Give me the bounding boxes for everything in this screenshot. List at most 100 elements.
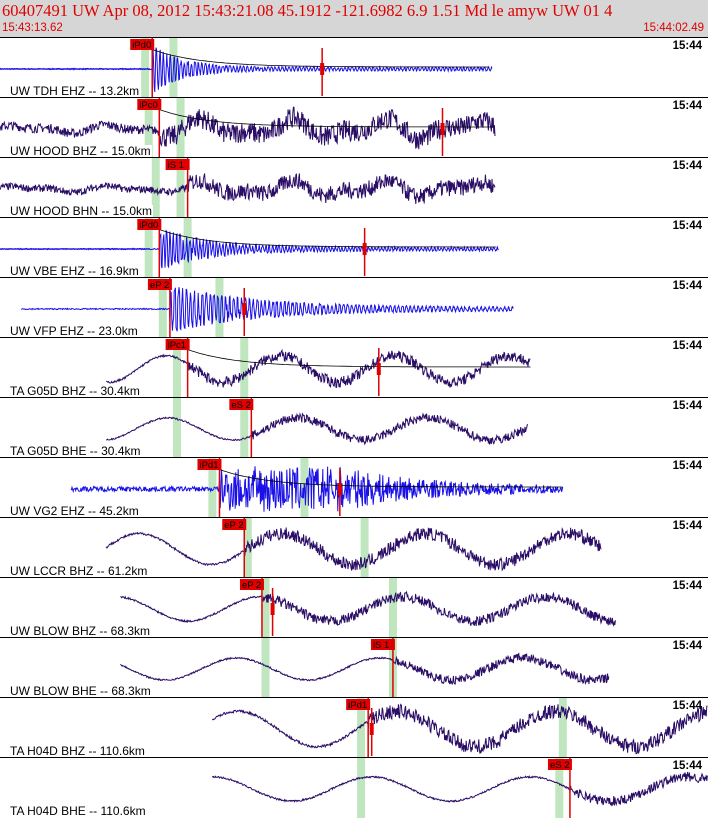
station-label: UW TDH EHZ -- 13.2km xyxy=(9,84,141,98)
pick-label: iPd0 xyxy=(132,40,151,51)
pick-label: iS 1 xyxy=(373,640,389,651)
trace-panel[interactable]: iPd0 15:44 UW TDH EHZ -- 13.2km xyxy=(0,37,708,98)
pick-window-band xyxy=(240,398,249,458)
amplitude-marker xyxy=(242,303,247,315)
pick-label: eP 2 xyxy=(150,280,169,291)
panel-time-label: 15:44 xyxy=(672,700,702,712)
waveform-plot: eS 2 xyxy=(211,758,708,818)
trace-panel[interactable]: iPd1 15:44 UW VG2 EHZ -- 45.2km xyxy=(0,457,708,518)
panel-time-label: 15:44 xyxy=(672,580,702,592)
amplitude-curve xyxy=(139,100,494,128)
trace-panel[interactable]: iS 1 15:44 UW HOOD BHN -- 15.0km xyxy=(0,157,708,218)
trace-panel[interactable]: iS 1 15:44 UW BLOW BHE -- 68.3km xyxy=(0,637,708,698)
station-label: TA G05D BHE -- 30.4km xyxy=(9,444,142,458)
station-label: UW BLOW BHE -- 68.3km xyxy=(9,684,152,698)
pick-label-box xyxy=(370,639,395,650)
pick-window-band xyxy=(558,698,567,758)
trace-panel[interactable]: eS 2 15:44 TA H04D BHE -- 110.6km xyxy=(0,757,708,818)
pick-label: iPd0 xyxy=(139,220,158,231)
waveform-trace xyxy=(0,106,496,150)
waveform-trace xyxy=(120,590,616,627)
panel-time-label: 15:44 xyxy=(672,100,702,112)
amplitude-curve xyxy=(139,220,497,248)
pick-label: eP 2 xyxy=(224,520,243,531)
pick-window-band xyxy=(173,398,181,458)
pick-label-box xyxy=(137,99,162,110)
panel-time-label: 15:44 xyxy=(672,640,702,652)
pick-label-box xyxy=(137,219,162,230)
amplitude-marker xyxy=(362,243,367,255)
station-label: UW LCCR BHZ -- 61.2km xyxy=(9,564,149,578)
waveform-plot: iS 1 xyxy=(120,638,610,698)
trace-panel[interactable]: eP 2 15:44 UW VFP EHZ -- 23.0km xyxy=(0,277,708,338)
trace-panel[interactable]: eP 2 15:44 UW LCCR BHZ -- 61.2km xyxy=(0,517,708,578)
station-label: UW VBE EHZ -- 16.9km xyxy=(9,264,140,278)
waveform-plot: eP 2 xyxy=(20,278,514,338)
amplitude-curve xyxy=(199,460,563,488)
panel-time-label: 15:44 xyxy=(672,460,702,472)
amplitude-marker xyxy=(369,723,374,735)
station-label: UW HOOD BHZ -- 15.0km xyxy=(9,144,152,158)
amplitude-marker xyxy=(440,123,445,135)
waveform-trace xyxy=(0,47,493,93)
pick-label-box xyxy=(165,159,190,170)
amplitude-curve xyxy=(167,340,531,368)
pick-label: iPc0 xyxy=(139,100,157,111)
pick-label: eS 2 xyxy=(550,760,570,771)
waveform-trace xyxy=(120,652,610,686)
amplitude-curve xyxy=(132,40,490,68)
station-label: UW VFP EHZ -- 23.0km xyxy=(9,324,139,338)
waveform-trace xyxy=(211,771,708,807)
waveform-plot: iPd1 xyxy=(211,698,708,758)
station-label: UW VG2 EHZ -- 45.2km xyxy=(9,504,140,518)
panel-time-label: 15:44 xyxy=(672,520,702,532)
panel-time-label: 15:44 xyxy=(672,340,702,352)
pick-window-band xyxy=(208,458,217,518)
pick-label-box xyxy=(165,339,190,350)
end-time: 15:44:02.49 xyxy=(643,22,704,34)
pick-window-band xyxy=(141,38,150,98)
pick-window-band xyxy=(261,578,270,638)
amplitude-marker xyxy=(320,63,325,75)
trace-panel[interactable]: iPc0 15:44 UW HOOD BHZ -- 15.0km xyxy=(0,97,708,158)
header-bar: 60407491 UW Apr 08, 2012 15:43:21.08 45.… xyxy=(0,0,708,37)
panel-time-label: 15:44 xyxy=(672,400,702,412)
pick-label: iPc1 xyxy=(168,340,186,351)
trace-panel[interactable]: iPd1 15:44 TA H04D BHZ -- 110.6km xyxy=(0,697,708,758)
waveform-plot: iPd0 xyxy=(0,218,499,278)
station-label: TA H04D BHE -- 110.6km xyxy=(9,804,147,818)
event-title: 60407491 UW Apr 08, 2012 15:43:21.08 45.… xyxy=(2,1,613,20)
panel-time-label: 15:44 xyxy=(672,160,702,172)
pick-window-band xyxy=(240,338,249,398)
pick-label-box xyxy=(222,519,247,530)
amplitude-marker xyxy=(270,603,275,615)
pick-window-band xyxy=(215,278,224,338)
pick-window-band xyxy=(158,278,167,338)
pick-window-band xyxy=(357,698,366,758)
pick-label-box xyxy=(229,399,254,410)
pick-window-band xyxy=(357,758,366,818)
waveform-plot: iPd1 xyxy=(70,458,564,518)
station-label: TA G05D BHZ -- 30.4km xyxy=(9,384,141,398)
waveform-plot: iPc1 xyxy=(106,338,531,398)
pick-label-box xyxy=(547,759,572,770)
pick-label-box xyxy=(239,579,264,590)
waveform-plot: iPc0 xyxy=(0,98,496,158)
pick-window-band xyxy=(388,578,397,638)
start-time: 15:43:13.62 xyxy=(2,22,63,34)
trace-panel[interactable]: eS 2 15:44 TA G05D BHE -- 30.4km xyxy=(0,397,708,458)
waveform-trace xyxy=(70,466,564,512)
amplitude-marker xyxy=(337,483,342,495)
station-label: UW HOOD BHN -- 15.0km xyxy=(9,204,154,218)
station-label: UW BLOW BHZ -- 68.3km xyxy=(9,624,152,638)
pick-label: eP 2 xyxy=(242,580,261,591)
trace-panel[interactable]: eP 2 15:44 UW BLOW BHZ -- 68.3km xyxy=(0,577,708,638)
waveform-plot: iPd0 xyxy=(0,38,493,98)
trace-panel[interactable]: iPc1 15:44 TA G05D BHZ -- 30.4km xyxy=(0,337,708,398)
trace-panel[interactable]: iPd0 15:44 UW VBE EHZ -- 16.9km xyxy=(0,217,708,278)
pick-window-band xyxy=(243,518,252,578)
pick-window-band xyxy=(151,158,160,218)
waveform-trace xyxy=(106,348,531,389)
pick-label: iPd1 xyxy=(199,460,218,471)
waveform-trace xyxy=(0,173,496,204)
